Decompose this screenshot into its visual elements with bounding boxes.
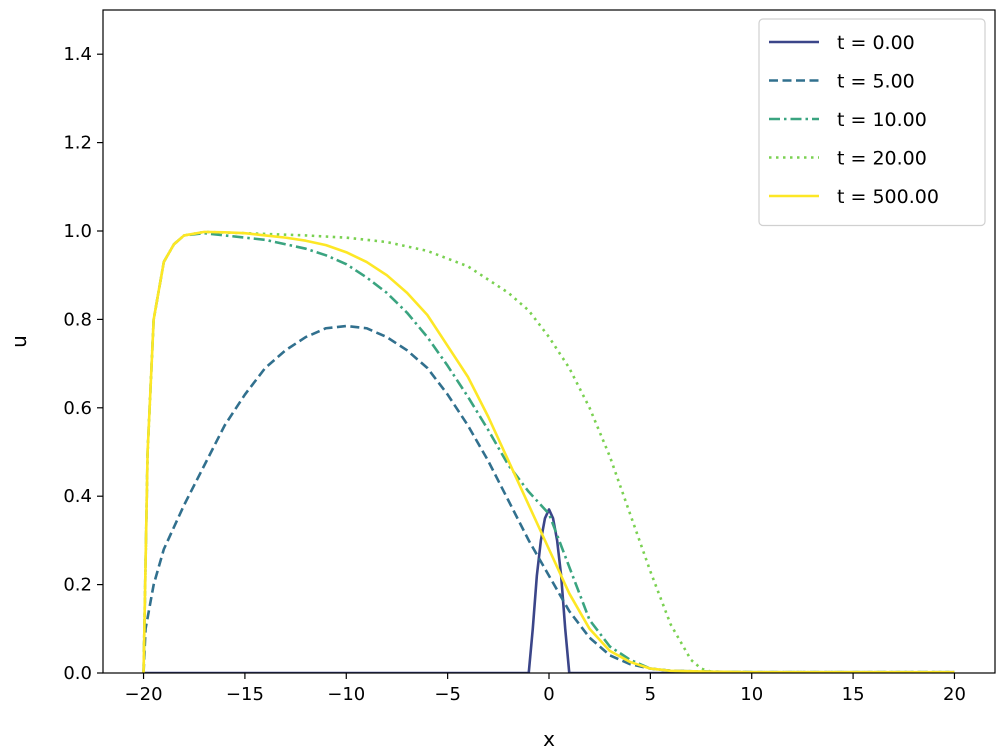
x-tick-label: 0 [543,684,554,705]
legend-label-3: t = 20.00 [837,148,927,170]
legend-label-2: t = 10.00 [837,109,927,131]
x-axis-label: x [543,727,555,751]
y-tick-label: 1.2 [63,133,92,154]
y-tick-label: 0.8 [63,309,92,330]
legend-label-0: t = 0.00 [837,32,915,54]
series-line-3 [142,230,955,673]
legend-label-1: t = 5.00 [837,71,915,93]
x-tick-label: 20 [943,684,966,705]
legend: t = 0.00 t = 5.00 t = 10.00 t = 20.00 t = 50… [758,18,986,227]
y-tick-label: 1.4 [63,44,92,65]
axes: −20 −15 −10 −5 0 5 10 15 20 0.0 0.2 0.4 0.6 0.8 1.0 1.2… [63,9,996,705]
x-tick-label: 5 [645,684,656,705]
y-tick-label: 0.4 [63,486,92,507]
y-axis-label: u [7,335,31,348]
series-line-1 [142,324,955,673]
legend-label-4: t = 500.00 [837,186,939,208]
y-tick-label: 1.0 [63,221,92,242]
plot-area [142,230,955,673]
series-line-4 [142,230,955,673]
x-tick-label: −10 [327,684,365,705]
series-line-0 [143,508,955,673]
x-tick-label: −15 [226,684,264,705]
x-tick-label: 10 [740,684,763,705]
x-tick-label: −20 [125,684,163,705]
y-tick-label: 0.6 [63,398,92,419]
x-tick-label: 15 [842,684,865,705]
y-tick-label: 0.2 [63,575,92,596]
series-line-2 [142,231,955,673]
y-tick-label: 0.0 [63,663,92,684]
x-tick-label: −5 [434,684,461,705]
legend-box [758,18,986,227]
